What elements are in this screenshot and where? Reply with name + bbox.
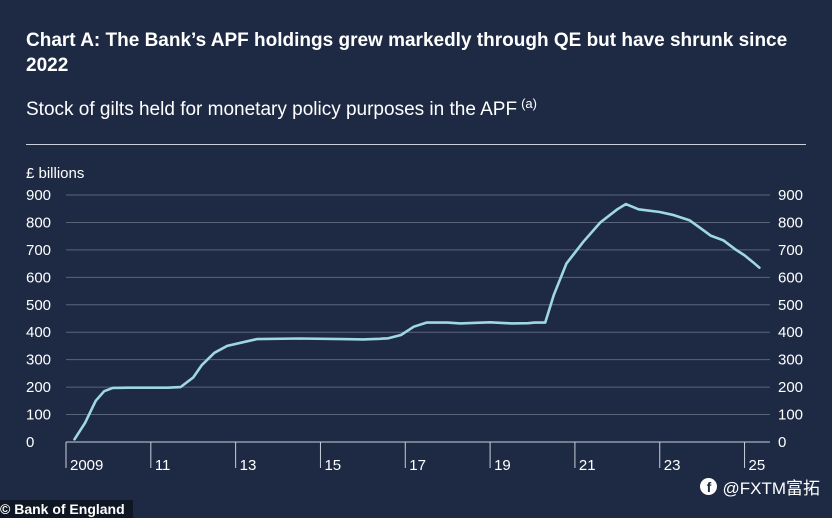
chart-subtitle-text: Stock of gilts held for monetary policy …	[26, 99, 518, 120]
y-tick-label-left: 800	[26, 214, 51, 231]
gridlines	[66, 194, 770, 443]
x-tick-label: 25	[749, 457, 766, 474]
x-tick-label: 21	[579, 457, 596, 474]
series-line-0	[73, 202, 761, 441]
source-credit: © Bank of England	[0, 500, 133, 518]
y-tick-label-right: 900	[778, 187, 803, 204]
facebook-icon: f	[700, 478, 718, 495]
y-tick-label-right: 700	[778, 242, 803, 259]
y-tick-label-right: 500	[778, 297, 803, 314]
y-tick-label-right: 400	[778, 324, 803, 341]
y-tick-label-left: 900	[26, 187, 51, 204]
y-tick-label-right: 800	[778, 214, 803, 231]
x-tick-label: 23	[664, 457, 681, 474]
y-tick-label-left: 200	[26, 379, 51, 396]
chart-subtitle: Stock of gilts held for monetary policy …	[26, 92, 537, 122]
y-tick-label-left: 300	[26, 352, 51, 369]
y-tick-label-right: 600	[778, 269, 803, 286]
y-tick-label-left: 700	[26, 242, 51, 259]
series-layer	[73, 202, 761, 441]
y-tick-label-right: 200	[778, 379, 803, 396]
y-tick-label-left: 600	[26, 269, 51, 286]
y-tick-label-left: 400	[26, 324, 51, 341]
y-tick-label-left: 0	[26, 434, 34, 451]
x-tick-label: 15	[324, 457, 341, 474]
y-tick-label-left: 100	[26, 407, 51, 424]
y-tick-label-left: 500	[26, 297, 51, 314]
y-axis-right: 0 100 200 300 400 500 600 700 800 900	[778, 187, 803, 451]
x-tick-label: 19	[494, 457, 511, 474]
y-axis-label: £ billions	[26, 165, 84, 182]
x-tick-label: 17	[409, 457, 426, 474]
watermark: f @FXTM富拓	[700, 474, 820, 499]
subtitle-footnote-marker: (a)	[521, 96, 537, 111]
y-tick-label-right: 100	[778, 407, 803, 424]
x-tick-label: 11	[155, 457, 171, 474]
header-divider	[26, 144, 806, 145]
watermark-text: @FXTM富拓	[722, 479, 820, 498]
x-axis: 2009 11 13 15 17 19 21 23 25	[65, 442, 766, 474]
y-axis-left: 0 100 200 300 400 500 600 700 800 900	[26, 187, 51, 451]
y-tick-label-right: 300	[778, 352, 803, 369]
x-tick-label: 13	[240, 457, 257, 474]
y-tick-label-right: 0	[778, 434, 786, 451]
chart-title: Chart A: The Bank’s APF holdings grew ma…	[26, 30, 788, 76]
x-tick-label: 2009	[70, 457, 103, 474]
